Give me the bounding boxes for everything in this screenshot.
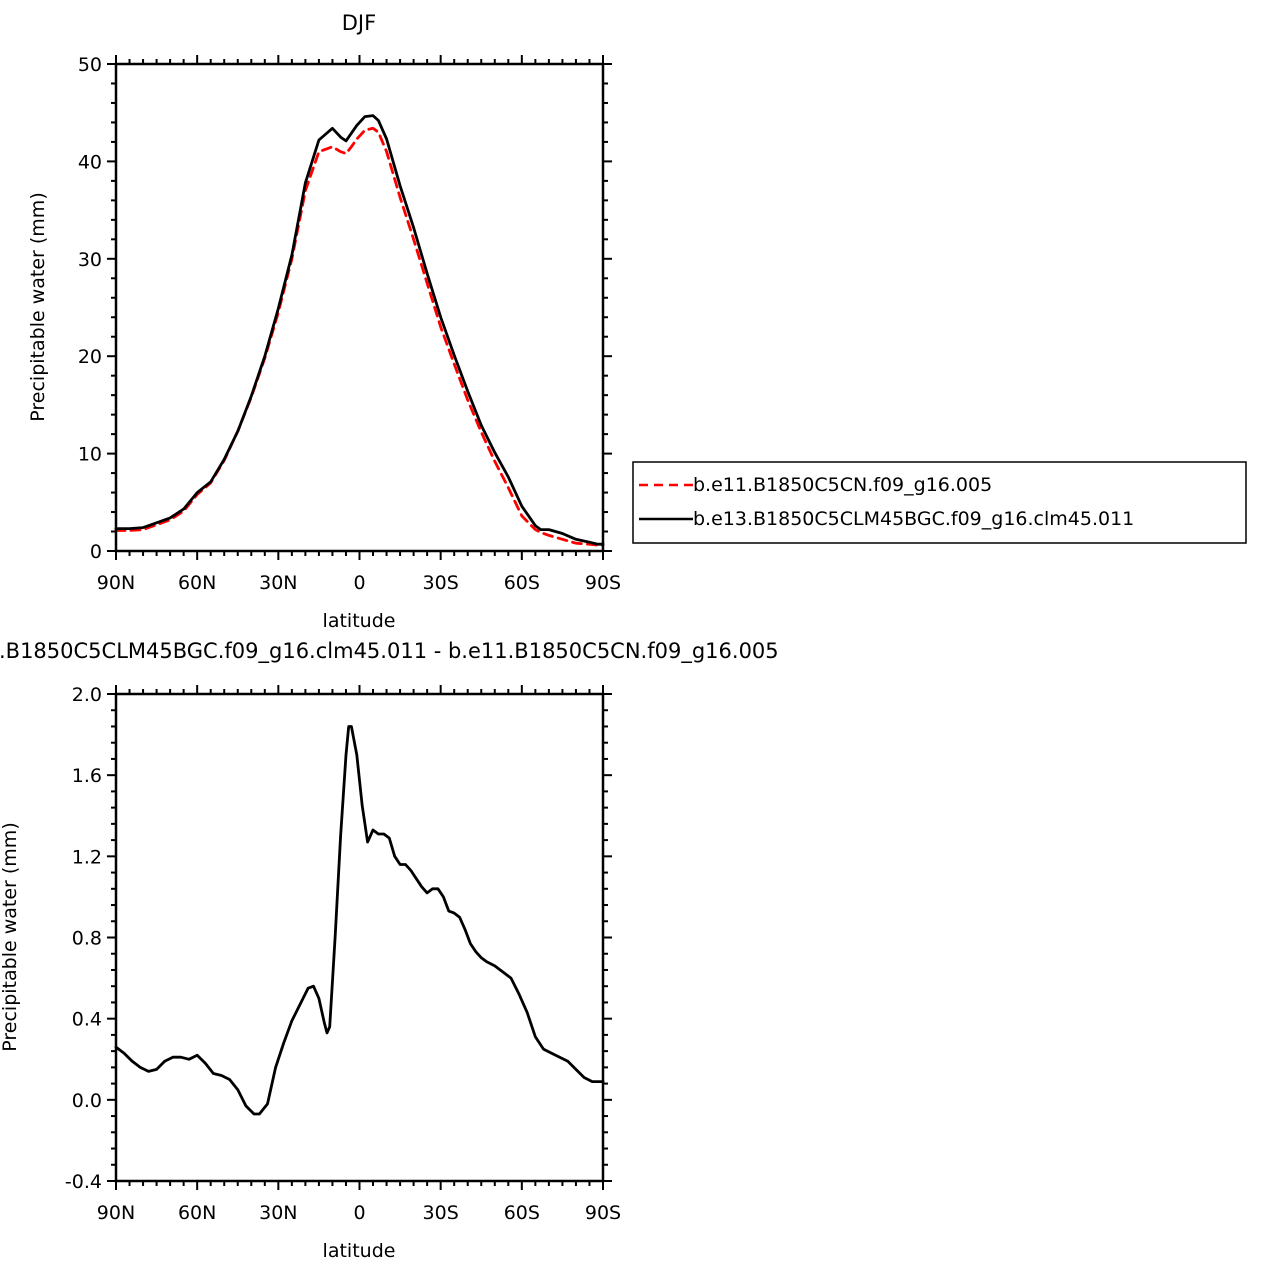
top-series-line-2 [114,114,605,546]
top-series-group [114,114,605,547]
y-tick-label: 0.4 [72,1009,102,1031]
legend-box [632,461,1247,544]
y-tick-label: 1.2 [72,846,102,868]
x-tick-label: 30N [259,572,297,594]
y-tick-label: 0.8 [72,928,102,950]
y-tick-label: 20 [78,346,102,368]
bottom-y-axis-label: Precipitable water (mm) [0,822,21,1051]
y-tick-label: 30 [78,249,102,271]
top-plot-frame [114,62,605,553]
y-tick-label: 10 [78,444,102,466]
x-tick-label: 90S [585,572,621,594]
x-tick-label: 90N [97,572,135,594]
bottom-series-group [114,725,605,1116]
legend-label-series-1: b.e11.B1850C5CN.f09_g16.005 [693,474,992,496]
legend-label-series-2: b.e13.B1850C5CLM45BGC.f09_g16.clm45.011 [693,508,1134,530]
x-tick-label: 60N [178,1202,216,1224]
y-tick-label: 0.0 [72,1090,102,1112]
y-tick-label: 1.6 [72,765,102,787]
y-tick-label: 40 [78,151,102,173]
x-tick-label: 60S [504,1202,540,1224]
x-tick-label: 30S [423,572,459,594]
x-tick-label: 0 [353,572,365,594]
x-tick-label: 60N [178,572,216,594]
y-tick-label: 0 [90,541,102,563]
y-tick-label: 2.0 [72,684,102,706]
bottom-panel: b.e13.B1850C5CLM45BGC.f09_g16.clm45.011 … [0,639,779,1262]
top-panel: DJF 90N 60N 30N 0 30S 60S 90S 0 10 20 30 40 50 latit… [27,11,1247,632]
top-x-axis-label: latitude [323,610,396,632]
bottom-axis-ticks: 90N 60N 30N 0 30S 60S 90S -0.4 0.0 0.4 0.8 1.2 1.6 2.… [65,684,621,1224]
bottom-plot-frame [114,692,605,1183]
y-tick-label: -0.4 [65,1171,102,1193]
x-tick-label: 90S [585,1202,621,1224]
x-tick-label: 30S [423,1202,459,1224]
y-tick-label: 50 [78,54,102,76]
legend: b.e11.B1850C5CN.f09_g16.005 b.e13.B1850C… [632,461,1247,544]
x-tick-label: 60S [504,572,540,594]
bottom-x-axis-label: latitude [323,1240,396,1262]
bottom-series-line-1 [114,725,605,1116]
top-y-axis-label: Precipitable water (mm) [27,192,49,421]
top-chart-title: DJF [342,11,376,35]
x-tick-label: 0 [353,1202,365,1224]
x-tick-label: 90N [97,1202,135,1224]
top-series-line-1 [114,126,605,547]
x-tick-label: 30N [259,1202,297,1224]
bottom-chart-title: b.e13.B1850C5CLM45BGC.f09_g16.clm45.011 … [0,639,779,664]
